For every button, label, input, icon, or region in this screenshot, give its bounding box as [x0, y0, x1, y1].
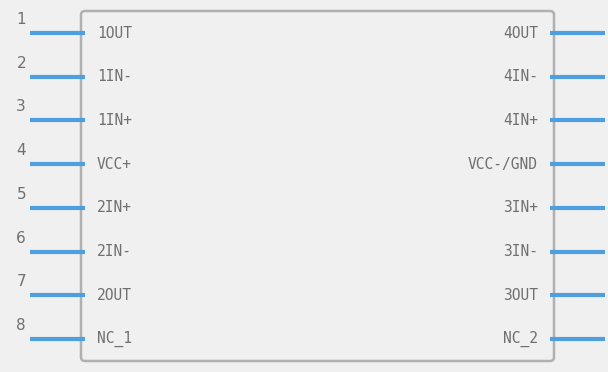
Text: NC_1: NC_1: [97, 331, 132, 347]
FancyBboxPatch shape: [81, 11, 554, 361]
Text: 8: 8: [16, 318, 26, 333]
Text: 4IN+: 4IN+: [503, 113, 538, 128]
Text: 6: 6: [16, 231, 26, 246]
Text: 4IN-: 4IN-: [503, 69, 538, 84]
Text: 1OUT: 1OUT: [97, 26, 132, 41]
Text: 1IN-: 1IN-: [97, 69, 132, 84]
Text: 3IN+: 3IN+: [503, 201, 538, 215]
Text: 3: 3: [16, 99, 26, 115]
Text: NC_2: NC_2: [503, 331, 538, 347]
Text: 1IN+: 1IN+: [97, 113, 132, 128]
Text: 2: 2: [16, 56, 26, 71]
Text: 4OUT: 4OUT: [503, 26, 538, 41]
Text: 2OUT: 2OUT: [97, 288, 132, 303]
Text: 2IN-: 2IN-: [97, 244, 132, 259]
Text: 5: 5: [16, 187, 26, 202]
Text: 1: 1: [16, 12, 26, 27]
Text: VCC-/GND: VCC-/GND: [468, 157, 538, 171]
Text: 4: 4: [16, 143, 26, 158]
Text: 3OUT: 3OUT: [503, 288, 538, 303]
Text: 2IN+: 2IN+: [97, 201, 132, 215]
Text: 7: 7: [16, 274, 26, 289]
Text: 3IN-: 3IN-: [503, 244, 538, 259]
Text: VCC+: VCC+: [97, 157, 132, 171]
